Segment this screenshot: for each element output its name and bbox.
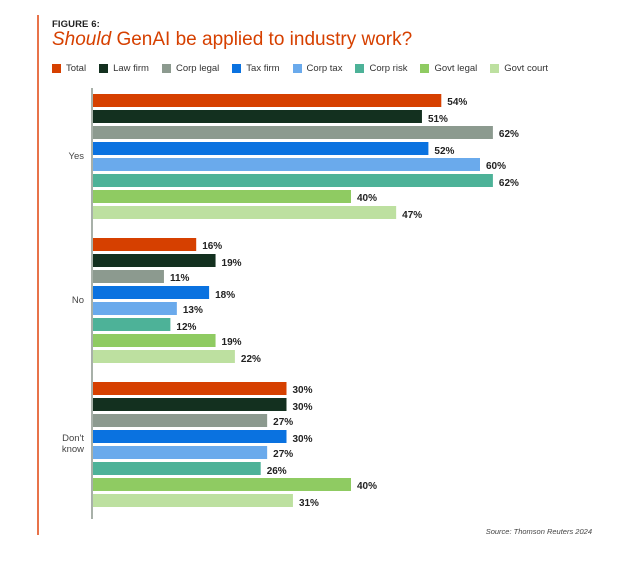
legend-item-govt-court: Govt court [490, 63, 548, 74]
bar-no-corp-legal [93, 270, 164, 283]
data-label-yes-total: 54% [447, 97, 467, 108]
category-label-don-t-know: Don't know [62, 433, 85, 455]
legend-swatch [99, 64, 109, 73]
legend-item-govt-legal: Govt legal [420, 63, 477, 74]
data-label-don-t-know-corp-risk: 26% [267, 466, 287, 477]
legend-swatch [420, 64, 430, 73]
legend-swatch [161, 64, 171, 73]
bar-no-tax-firm [93, 286, 210, 299]
data-label-yes-corp-risk: 62% [499, 178, 519, 189]
data-label-don-t-know-total: 30% [293, 385, 313, 396]
legend-item-corp-tax: Corp tax [292, 63, 343, 74]
data-label-no-tax-firm: 18% [215, 290, 235, 301]
bar-yes-law-firm [93, 110, 422, 123]
data-label-don-t-know-corp-legal: 27% [273, 417, 293, 428]
bar-no-govt-court [93, 350, 235, 363]
bar-yes-tax-firm [93, 142, 429, 155]
legend-swatch [355, 64, 365, 73]
bar-no-corp-risk [93, 318, 171, 331]
legend-swatch [232, 64, 242, 73]
legend-swatch [490, 64, 500, 73]
bar-don-t-know-govt-court [93, 494, 293, 507]
accent-line [37, 15, 39, 535]
legend-item-total: Total [52, 63, 86, 74]
source-note: Source: Thomson Reuters 2024 [485, 527, 592, 536]
data-label-don-t-know-govt-court: 31% [299, 498, 319, 509]
category-label-yes: Yes [69, 151, 85, 162]
legend-swatch [292, 64, 302, 73]
bar-yes-corp-tax [93, 158, 480, 171]
bar-yes-corp-risk [93, 174, 493, 187]
bar-no-govt-legal [93, 334, 216, 347]
bar-don-t-know-tax-firm [93, 430, 287, 443]
data-label-yes-govt-legal: 40% [357, 193, 377, 204]
legend-label: Corp legal [175, 63, 220, 74]
legend-label: Govt court [504, 63, 549, 74]
bar-yes-govt-legal [93, 190, 351, 203]
legend-item-law-firm: Law firm [99, 63, 149, 74]
data-label-no-govt-legal: 19% [222, 337, 242, 348]
data-label-no-corp-tax: 13% [183, 305, 203, 316]
legend-item-tax-firm: Tax firm [232, 63, 280, 74]
bar-don-t-know-corp-legal [93, 414, 268, 427]
legend-label: Tax firm [246, 63, 280, 74]
data-label-no-corp-risk: 12% [176, 322, 196, 333]
category-label-no: No [72, 295, 84, 306]
figure-label: FIGURE 6: [52, 19, 100, 30]
bar-no-corp-tax [93, 302, 177, 315]
bar-don-t-know-law-firm [93, 398, 287, 411]
data-label-yes-law-firm: 51% [428, 114, 448, 125]
bar-don-t-know-corp-tax [93, 446, 268, 459]
data-label-don-t-know-tax-firm: 30% [293, 434, 313, 445]
legend-label: Total [66, 63, 87, 74]
data-label-no-total: 16% [202, 241, 222, 252]
legend: Total Law firm Corp legal Tax firm Corp tax C… [52, 63, 561, 74]
title-emphasis: Should [52, 29, 112, 50]
legend-label: Corp tax [306, 63, 343, 74]
data-label-yes-govt-court: 47% [402, 210, 422, 221]
data-label-don-t-know-corp-tax: 27% [273, 449, 293, 460]
bar-don-t-know-total [93, 382, 287, 395]
legend-label: Govt legal [434, 63, 478, 74]
legend-label: Law firm [113, 63, 149, 74]
data-label-yes-corp-legal: 62% [499, 129, 519, 140]
legend-swatch [52, 64, 61, 73]
title-rest: GenAI be applied to industry work? [111, 29, 413, 50]
chart-title: Should GenAI be applied to industry work… [52, 29, 412, 51]
data-label-don-t-know-govt-legal: 40% [357, 481, 377, 492]
data-label-yes-corp-tax: 60% [486, 161, 506, 172]
bar-no-total [93, 238, 197, 251]
data-label-no-law-firm: 19% [222, 258, 242, 269]
legend-item-corp-legal: Corp legal [161, 63, 220, 74]
bar-yes-total [93, 94, 442, 107]
data-label-no-govt-court: 22% [241, 354, 261, 365]
legend-item-corp-risk: Corp risk [355, 63, 407, 74]
legend-label: Corp risk [369, 63, 408, 74]
bar-yes-corp-legal [93, 126, 493, 139]
data-label-no-corp-legal: 11% [170, 273, 190, 284]
bar-no-law-firm [93, 254, 216, 267]
bar-don-t-know-corp-risk [93, 462, 261, 475]
data-label-yes-tax-firm: 52% [434, 146, 454, 157]
data-label-don-t-know-law-firm: 30% [293, 402, 313, 413]
bar-don-t-know-govt-legal [93, 478, 351, 491]
bar-yes-govt-court [93, 206, 397, 219]
